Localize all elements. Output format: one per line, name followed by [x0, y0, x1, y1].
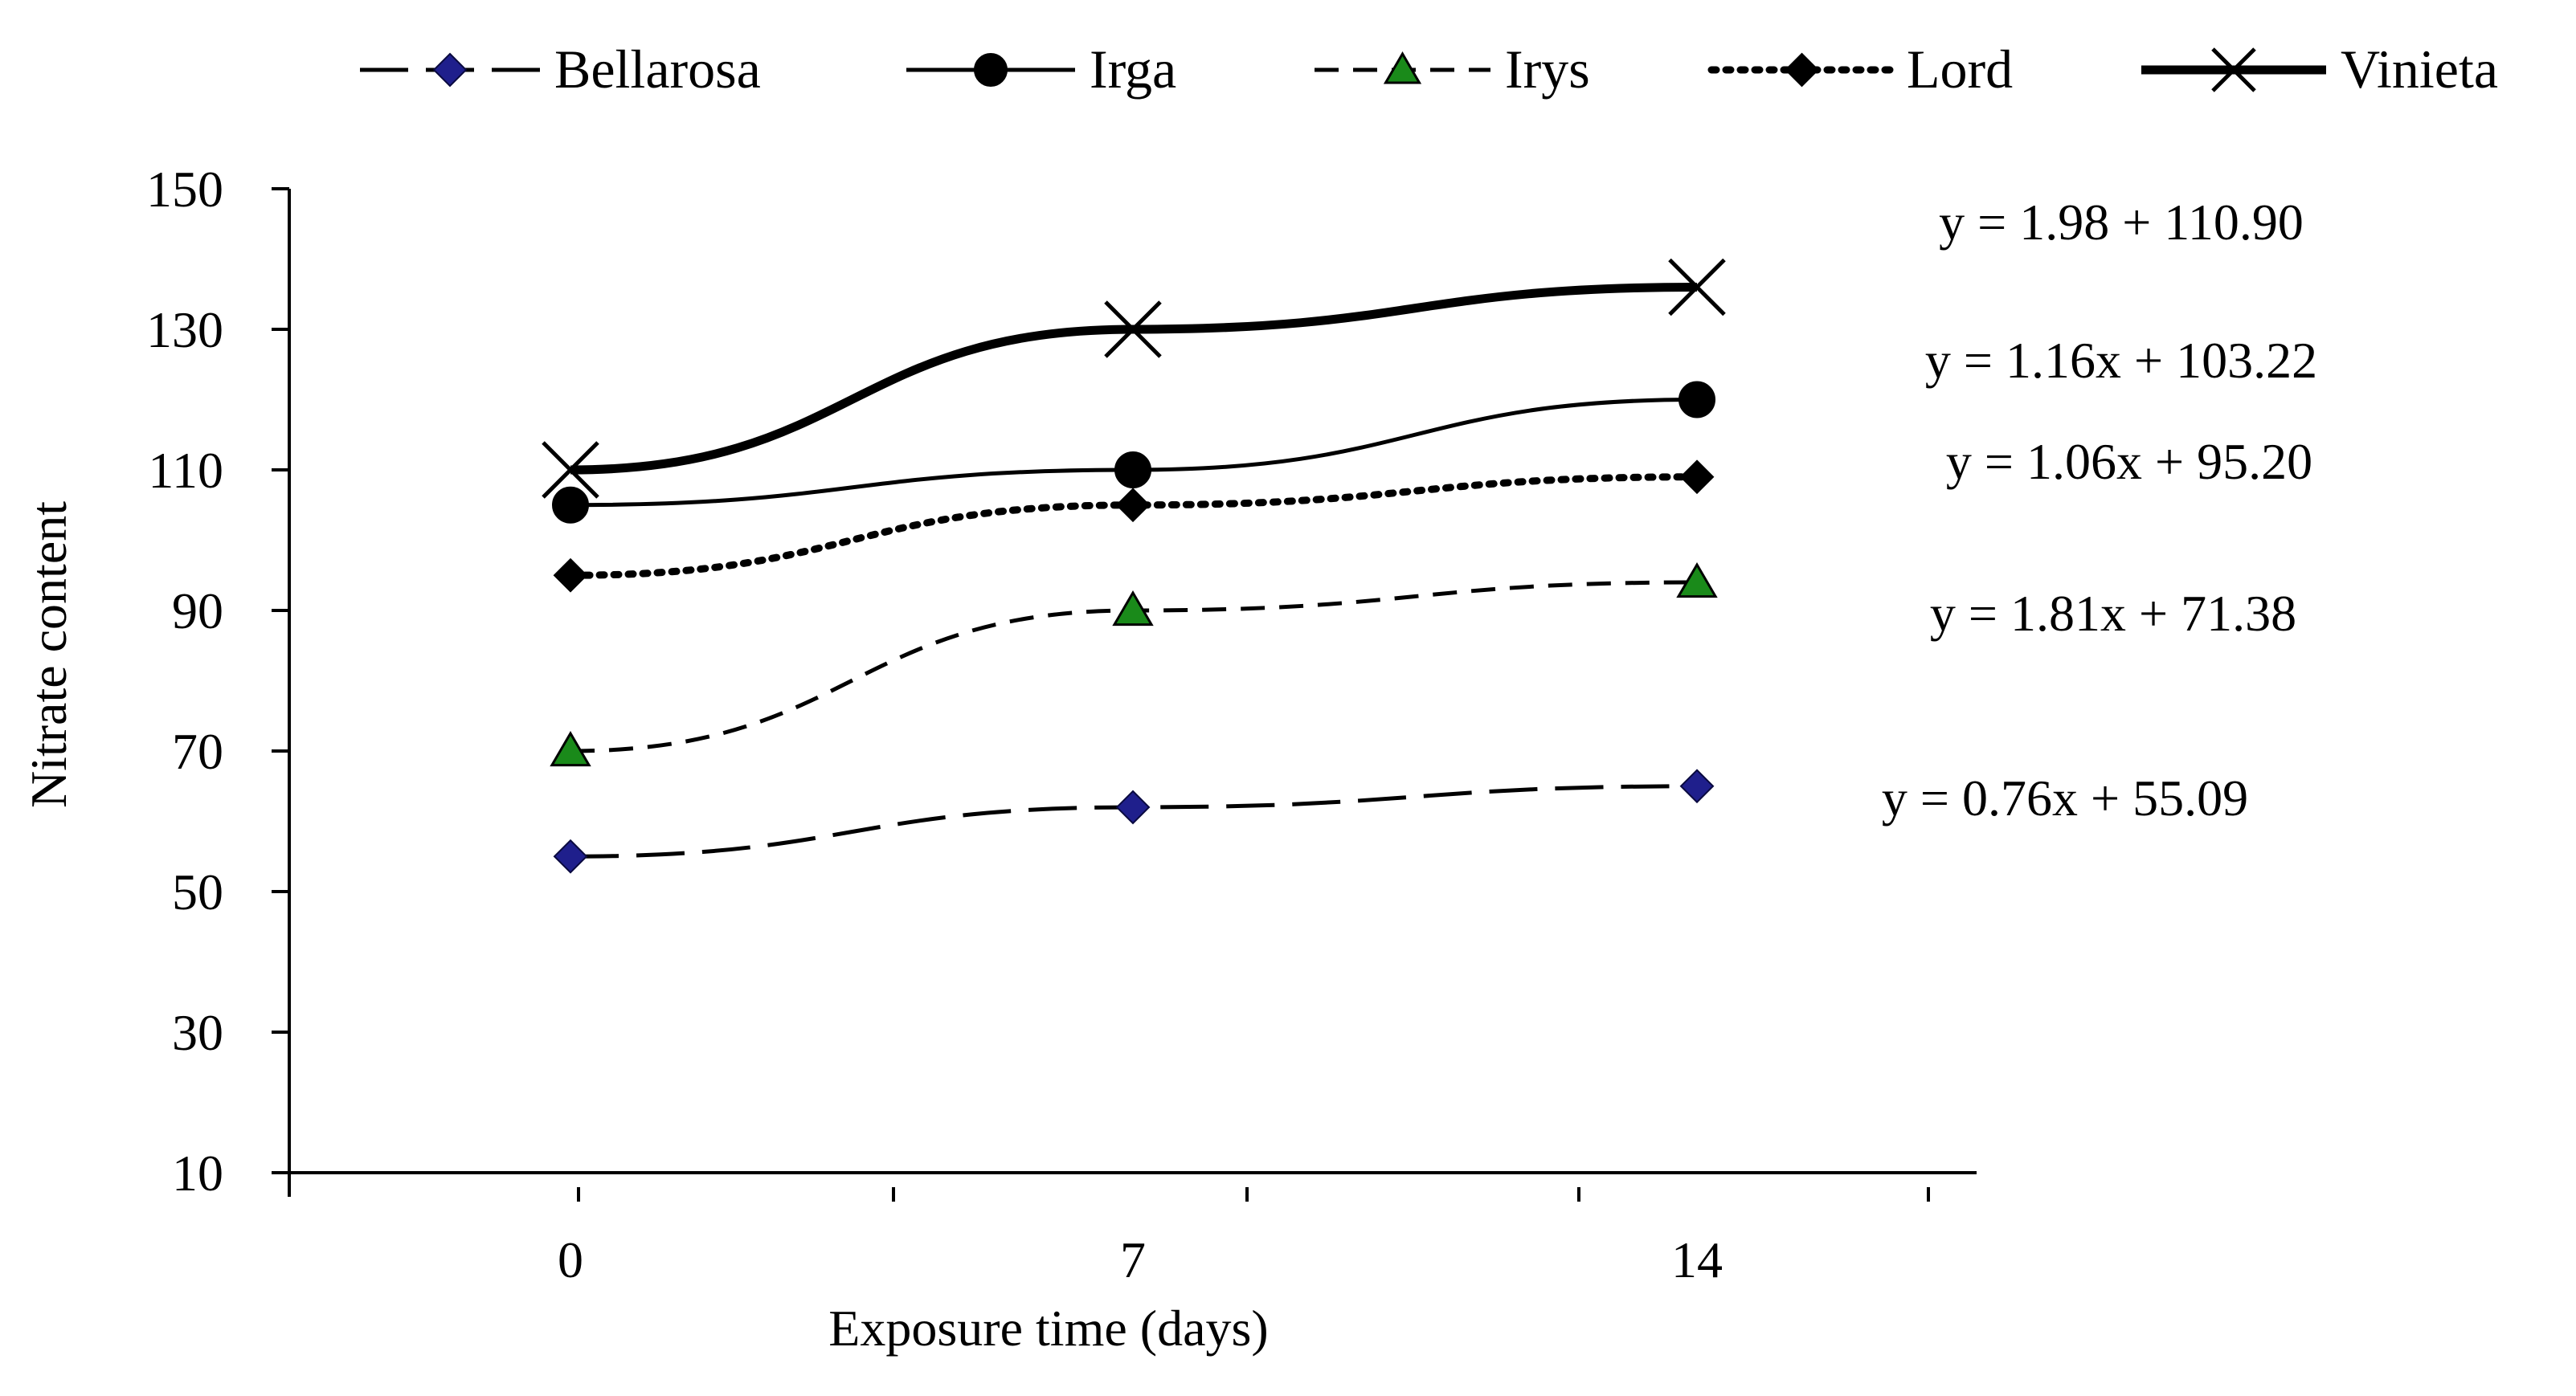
- data-point-bellarosa: [553, 839, 588, 874]
- equation-lord: y = 1.06x + 95.20: [1946, 433, 2312, 490]
- data-point-irys: [1112, 590, 1154, 627]
- marker-x-stroke: [1668, 258, 1726, 316]
- series-line-vinieta: [570, 283, 1698, 475]
- data-point-irga: [552, 486, 589, 524]
- y-axis-title: Nitrate content: [20, 501, 77, 808]
- x-tick-label: 7: [1120, 1231, 1146, 1288]
- data-point-vinieta: [1668, 258, 1726, 316]
- data-point-irys: [550, 731, 591, 767]
- legend-label: Bellarosa: [554, 39, 761, 100]
- axes: 10 30 50 70 90 110 130 150 0 7 14: [146, 161, 1977, 1288]
- data-point-lord: [1679, 459, 1715, 495]
- y-tick-label: 70: [172, 723, 223, 780]
- series-irga: [552, 381, 1715, 524]
- y-tick-label: 150: [146, 161, 223, 218]
- data-point-lord: [553, 557, 588, 593]
- marker-x-stroke: [2211, 47, 2256, 92]
- data-point-irga: [1678, 381, 1715, 418]
- y-tick-label: 30: [172, 1004, 223, 1061]
- legend-marker: [432, 52, 468, 88]
- legend-item-irys: Irys: [1315, 39, 1590, 100]
- y-tick-label: 130: [146, 301, 223, 358]
- legend-item-vinieta: Vinieta: [2141, 39, 2498, 100]
- legend-label: Vinieta: [2341, 39, 2498, 100]
- data-point-irys: [1676, 562, 1718, 598]
- y-tick-label: 50: [172, 863, 223, 920]
- legend-item-irga: Irga: [906, 39, 1176, 100]
- legend-marker: [1383, 51, 1422, 84]
- data-point-vinieta: [1104, 300, 1162, 358]
- legend-marker: [2211, 47, 2256, 92]
- data-point-bellarosa: [1679, 769, 1715, 804]
- data-point-bellarosa: [1115, 790, 1151, 825]
- trend-equations: y = 0.76x + 55.09 y = 1.16x + 103.22 y = 1…: [1882, 194, 2317, 827]
- data-point-irga: [1114, 451, 1151, 488]
- x-axis-title: Exposure time (days): [828, 1300, 1268, 1357]
- data-point-lord: [1115, 488, 1151, 523]
- x-tick-label: 0: [558, 1231, 583, 1288]
- legend: Bellarosa Irga Irys Lord Vinieta: [360, 39, 2498, 100]
- marker-x-stroke: [1104, 300, 1162, 358]
- equation-irys: y = 1.81x + 71.38: [1930, 585, 2296, 642]
- legend-label: Irys: [1505, 39, 1590, 100]
- series-bellarosa: [553, 769, 1715, 874]
- y-tick-label: 90: [172, 582, 223, 639]
- legend-marker: [1785, 52, 1819, 88]
- legend-marker: [974, 53, 1008, 87]
- x-tick-label: 14: [1671, 1231, 1723, 1288]
- series-vinieta: [542, 258, 1726, 499]
- series-layer: [542, 258, 1726, 874]
- data-point-vinieta: [542, 441, 599, 499]
- series-irys: [550, 562, 1718, 767]
- y-tick-label: 110: [148, 442, 223, 499]
- legend-item-lord: Lord: [1707, 39, 2013, 100]
- y-tick-label: 10: [172, 1145, 223, 1202]
- marker-x-stroke: [542, 441, 599, 499]
- equation-bellarosa: y = 0.76x + 55.09: [1882, 769, 2248, 827]
- series-lord: [553, 459, 1715, 593]
- legend-item-bellarosa: Bellarosa: [360, 39, 761, 100]
- legend-label: Lord: [1907, 39, 2013, 100]
- equation-vinieta: y = 1.98 + 110.90: [1939, 194, 2304, 251]
- legend-label: Irga: [1090, 39, 1176, 100]
- equation-irga: y = 1.16x + 103.22: [1925, 332, 2317, 389]
